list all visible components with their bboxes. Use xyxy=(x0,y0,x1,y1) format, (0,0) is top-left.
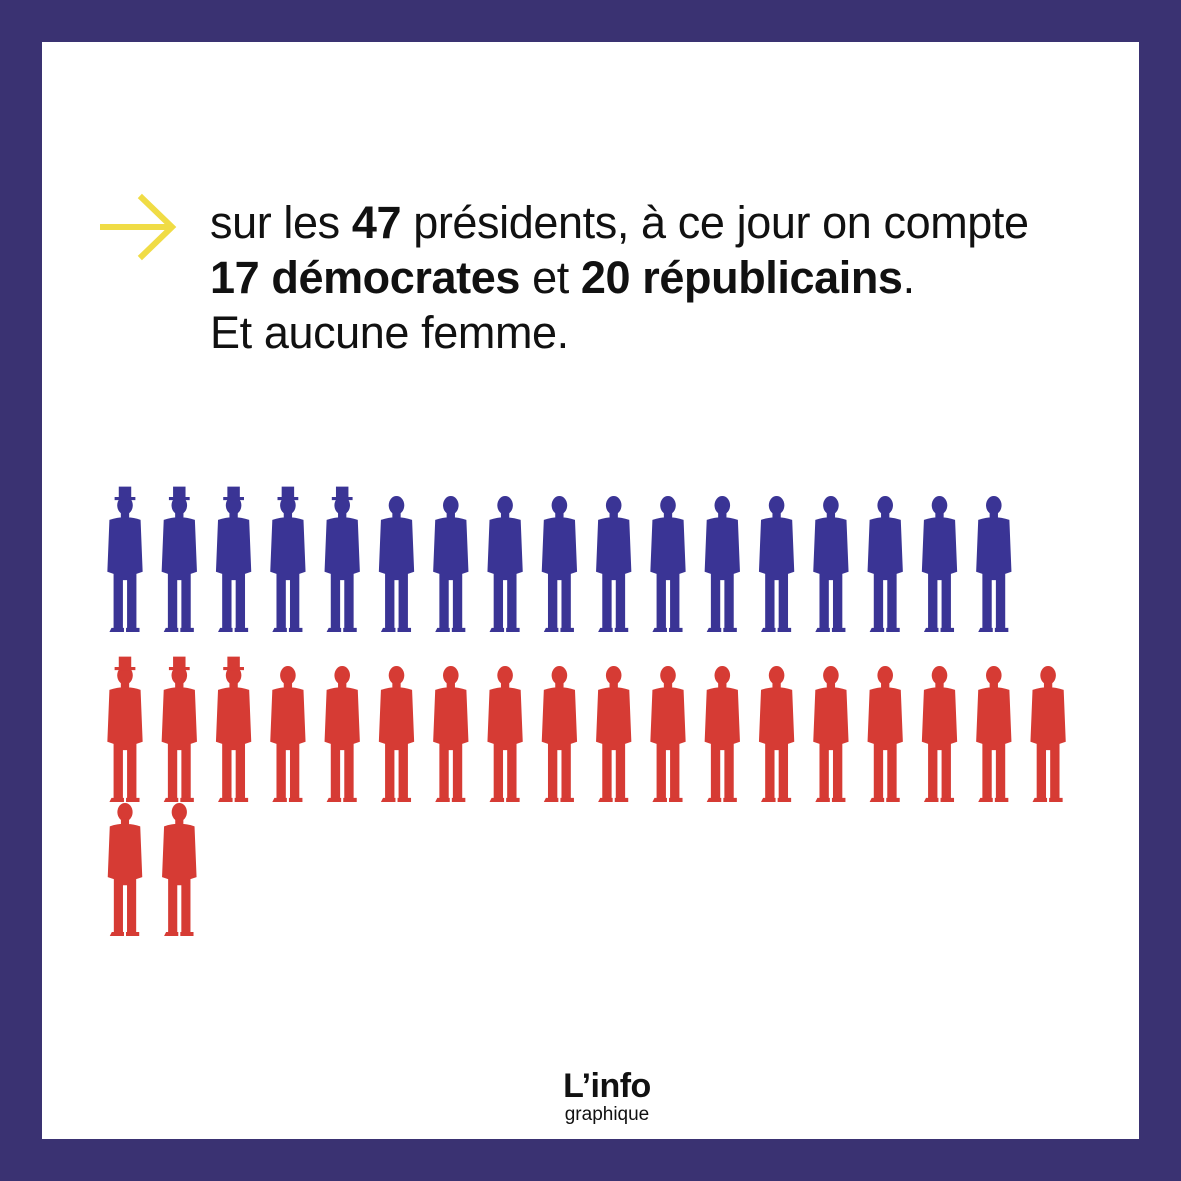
republican-president-icon xyxy=(813,665,849,802)
republican-president-icon xyxy=(107,802,143,936)
democrat-president-icon xyxy=(650,495,686,632)
republican-president-icon xyxy=(867,665,903,802)
headline-text: présidents, à ce jour on compte xyxy=(401,197,1029,248)
democrat-president-icon xyxy=(378,495,415,632)
republican-president-icon xyxy=(107,656,143,802)
republican-president-icon xyxy=(921,665,958,802)
democrat-count: 17 démocrates xyxy=(210,252,520,303)
republican-president-icon xyxy=(215,656,252,802)
republican-president-icon xyxy=(596,665,632,802)
democrat-president-icon xyxy=(107,486,143,632)
republican-president-icon xyxy=(487,665,523,802)
democrat-president-icon xyxy=(596,495,632,632)
democrat-president-icon xyxy=(758,495,795,632)
republican-president-icon xyxy=(270,665,306,802)
republican-president-icon xyxy=(378,665,415,802)
democrat-president-icon xyxy=(161,486,197,632)
president-pictogram-chart xyxy=(107,486,1066,936)
republican-president-icon xyxy=(324,665,360,802)
republican-count: 20 républicains xyxy=(580,252,903,303)
arrow-right-icon xyxy=(100,193,177,261)
democrat-president-icon xyxy=(487,495,523,632)
republican-president-icon xyxy=(976,665,1012,802)
republican-president-icon xyxy=(162,802,197,936)
republican-president-icon xyxy=(758,665,795,802)
republican-president-icon xyxy=(650,665,686,802)
democrat-president-icon xyxy=(976,495,1012,632)
democrat-president-icon xyxy=(921,495,958,632)
brand-logo: L’info graphique xyxy=(522,1066,692,1126)
headline-line-2: 17 démocrates et 20 républicains. xyxy=(210,250,1120,305)
republican-president-icon xyxy=(1030,665,1066,802)
total-count: 47 xyxy=(351,197,402,248)
brand-title: L’info xyxy=(563,1067,651,1105)
headline-line-1: sur les 47 présidents, à ce jour on comp… xyxy=(210,195,1120,250)
democrat-president-icon xyxy=(867,495,903,632)
headline-text: . xyxy=(902,252,916,303)
headline-text: et xyxy=(519,252,581,303)
headline-line-3: Et aucune femme. xyxy=(210,307,569,358)
democrat-president-icon xyxy=(215,486,252,632)
democrat-president-icon xyxy=(433,495,469,632)
democrat-president-icon xyxy=(270,486,306,632)
democrat-president-icon xyxy=(813,495,849,632)
headline-text: sur les xyxy=(210,197,352,248)
republican-president-icon xyxy=(161,656,197,802)
republican-president-icon xyxy=(704,665,740,802)
democrat-president-icon xyxy=(324,486,360,632)
headline: sur les 47 présidents, à ce jour on comp… xyxy=(210,195,1120,360)
brand-subtitle: graphique xyxy=(564,1104,650,1125)
republican-president-icon xyxy=(433,665,469,802)
democrat-president-icon xyxy=(541,495,578,632)
content-panel: sur les 47 présidents, à ce jour on comp… xyxy=(42,42,1139,1139)
republican-president-icon xyxy=(541,665,578,802)
democrat-president-icon xyxy=(704,495,740,632)
